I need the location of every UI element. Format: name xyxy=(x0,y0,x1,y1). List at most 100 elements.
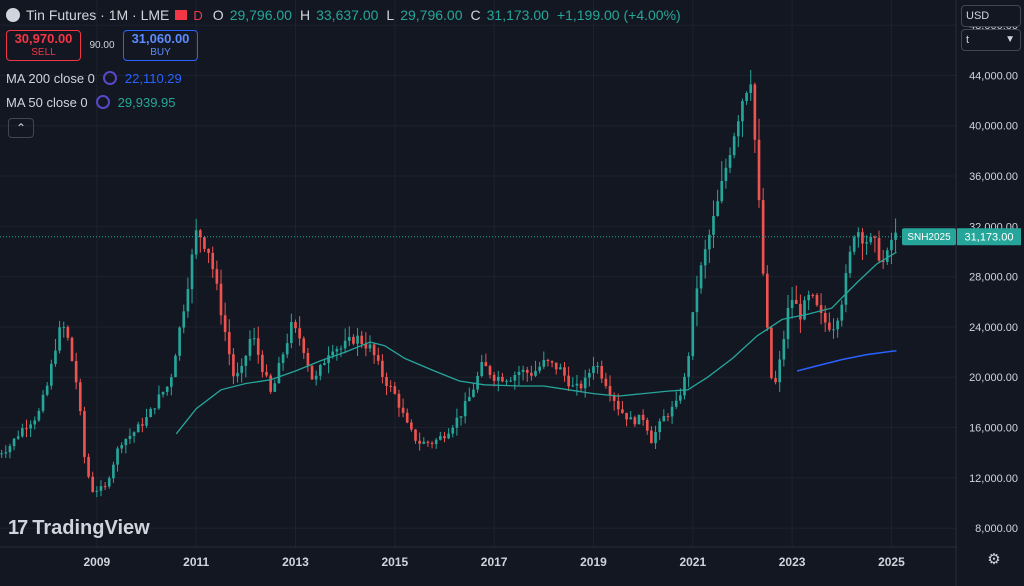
candle-body xyxy=(749,84,753,93)
candle-body xyxy=(505,380,508,382)
candle-body xyxy=(335,349,339,352)
tradingview-logo-icon: 17 xyxy=(8,517,28,539)
time-axis[interactable]: 2009 2011 2013 2015 2017 2019 2021 2023 2025 xyxy=(83,555,905,569)
symbol-logo-icon xyxy=(6,8,20,22)
indicator-ma200-value: 22,110.29 xyxy=(124,70,182,86)
candle-body xyxy=(662,416,666,422)
candle-body xyxy=(290,322,293,344)
sell-button[interactable]: 30,970.00 SELL xyxy=(6,30,81,61)
buy-price: 31,060.00 xyxy=(131,30,190,46)
ma200-line xyxy=(796,349,897,372)
indicator-ma50[interactable]: MA 50 close 0 29,939.95 xyxy=(6,92,176,112)
candle-body xyxy=(418,440,421,444)
candle-body xyxy=(45,385,49,395)
candle-body xyxy=(703,249,707,266)
candle-body xyxy=(107,478,111,487)
time-tick-label: 2021 xyxy=(679,555,706,569)
candle-body xyxy=(650,430,653,444)
time-tick-label: 2025 xyxy=(878,555,905,569)
indicator-ma50-label: MA 50 close 0 xyxy=(6,94,88,110)
candle-body xyxy=(120,445,123,449)
candle-body xyxy=(736,121,740,137)
candle-body xyxy=(203,237,206,249)
candle-body xyxy=(563,367,566,376)
change-value: +1,199.00 (+4.00%) xyxy=(556,7,681,23)
candle-body xyxy=(496,376,500,381)
high-label: H xyxy=(299,7,311,23)
candle-body xyxy=(66,327,70,338)
candle-body xyxy=(501,376,504,382)
candle-body xyxy=(745,92,748,102)
last-price-value: 31,173.00 xyxy=(965,232,1014,244)
candle-body xyxy=(352,336,355,344)
candle-body xyxy=(405,412,409,423)
time-tick-label: 2011 xyxy=(183,555,209,569)
candle-body xyxy=(439,436,442,440)
symbol-title[interactable]: Tin Futures · 1M · LME xyxy=(26,7,170,23)
candle-body xyxy=(343,340,347,349)
unit-select[interactable]: t ▼ xyxy=(961,29,1021,51)
candle-body xyxy=(683,376,686,396)
flag-icon[interactable] xyxy=(175,10,188,20)
candle-body xyxy=(170,377,173,387)
candle-body xyxy=(422,441,426,444)
candle-body xyxy=(244,355,248,366)
loading-icon xyxy=(95,95,110,109)
close-value: 31,173.00 xyxy=(486,7,549,23)
time-tick-label: 2009 xyxy=(83,555,110,569)
symbol-tag xyxy=(902,228,956,246)
candle-body xyxy=(294,322,297,329)
candle-body xyxy=(819,305,823,314)
sell-label: SELL xyxy=(31,46,56,58)
currency-select[interactable]: USD xyxy=(961,5,1021,27)
candle-body xyxy=(273,383,277,392)
candle-body xyxy=(4,452,8,454)
candle-body xyxy=(91,476,95,492)
candle-body xyxy=(720,181,724,202)
candle-body xyxy=(54,350,57,364)
candle-body xyxy=(625,412,628,420)
candle-body xyxy=(774,378,777,383)
price-tick-label: 24,000.00 xyxy=(969,322,1018,334)
price-tick-label: 40,000.00 xyxy=(969,121,1018,133)
chart-settings-button[interactable]: ⚙ xyxy=(986,552,1002,568)
low-value: 29,796.00 xyxy=(400,7,463,23)
candle-body xyxy=(385,376,388,386)
candle-body xyxy=(190,254,194,290)
candle-body xyxy=(112,464,115,479)
candle-body xyxy=(840,304,844,321)
candle-body xyxy=(579,383,583,389)
candle-body xyxy=(314,375,318,380)
candle-body xyxy=(219,283,223,316)
collapse-legend-button[interactable]: ⌃ xyxy=(8,118,34,138)
candle-body xyxy=(757,139,761,201)
price-axis[interactable]: 8,000.00 12,000.00 16,000.00 20,000.00 24,00… xyxy=(969,20,1018,535)
candle-body xyxy=(865,242,868,244)
watermark-text: TradingView xyxy=(32,517,150,539)
price-tick-label: 12,000.00 xyxy=(969,473,1018,485)
candle-body xyxy=(455,417,459,428)
candle-body xyxy=(794,300,798,304)
candle-body xyxy=(861,232,864,244)
candle-body xyxy=(165,386,169,392)
candle-body xyxy=(236,372,239,377)
candle-body xyxy=(339,348,343,350)
buy-button[interactable]: 31,060.00 BUY xyxy=(123,30,198,61)
candle-body xyxy=(356,335,359,344)
candle-body xyxy=(588,373,591,378)
candle-body xyxy=(654,432,657,444)
candles xyxy=(0,69,897,498)
moving-average-lines xyxy=(175,251,897,435)
indicator-ma200[interactable]: MA 200 close 0 22,110.29 xyxy=(6,68,182,88)
candle-body xyxy=(252,338,256,340)
candle-body xyxy=(782,339,786,360)
candle-body xyxy=(389,385,392,387)
candle-body xyxy=(194,230,198,255)
candle-body xyxy=(302,338,306,353)
candle-body xyxy=(298,328,301,339)
candle-body xyxy=(741,101,744,122)
candle-body xyxy=(256,338,260,355)
candle-body xyxy=(708,234,711,250)
candle-body xyxy=(327,355,330,364)
